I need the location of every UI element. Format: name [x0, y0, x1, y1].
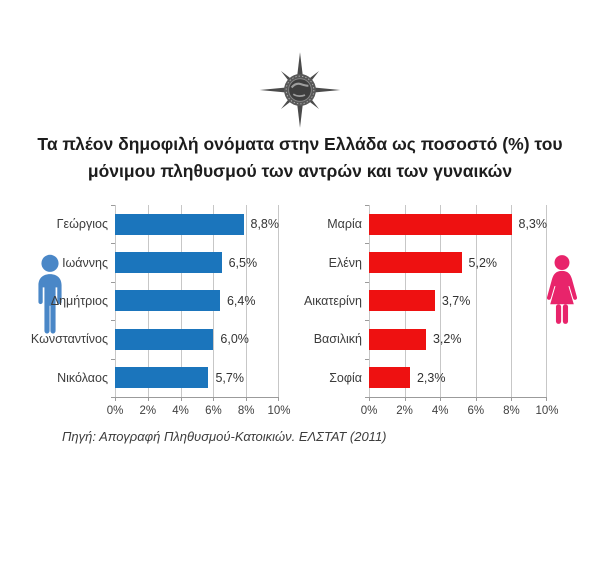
gridline — [440, 205, 442, 397]
category-label: Μαρία — [327, 217, 362, 232]
bar-value-label: 6,0% — [220, 332, 249, 347]
bar-men-4 — [115, 367, 209, 389]
y-axis-tick — [365, 281, 369, 283]
x-axis-tick — [278, 397, 279, 401]
x-axis-tick — [404, 397, 406, 401]
gridline — [546, 205, 547, 397]
category-label: Γεώργιος — [56, 217, 108, 232]
x-axis-tick-label: 0% — [106, 405, 124, 417]
bar-row: 2,3% — [369, 359, 547, 397]
chart-title-line1: Τα πλέον δημοφιλή ονόματα στην Ελλάδα ως… — [37, 134, 563, 154]
bar-row: 8,3% — [369, 205, 547, 243]
x-axis-tick-label: 2% — [396, 405, 413, 417]
x-axis-tick — [511, 397, 513, 401]
bar-men-1 — [115, 252, 222, 274]
x-axis-tick-label: 10% — [535, 405, 559, 417]
bar-row: 5,2% — [369, 243, 547, 281]
bar-women-2 — [369, 290, 435, 312]
chart-men-category-labels: Γεώργιος Ιωάννης Δημήτριος Κωνσταντίνος Νικό… — [28, 205, 115, 398]
bar-value-label: 3,7% — [441, 293, 471, 308]
x-axis-tick-label: 6% — [205, 405, 222, 417]
bar-value-label: 8,8% — [250, 217, 280, 232]
x-axis-tick — [115, 397, 116, 401]
x-axis-tick-label: 8% — [503, 405, 520, 417]
y-axis-tick — [365, 358, 369, 360]
bar-row: 6,0% — [115, 320, 279, 358]
bar-value-label: 5,7% — [215, 370, 244, 385]
x-axis-tick — [180, 397, 182, 401]
y-axis-tick — [365, 320, 369, 322]
chart-women: Μαρία Ελένη Αικατερίνη Βασιλική Σοφία 0% 2% 4%… — [294, 205, 559, 417]
x-axis-tick — [440, 397, 442, 401]
chart-women-category-labels: Μαρία Ελένη Αικατερίνη Βασιλική Σοφία — [294, 205, 369, 398]
chart-title-line2: μόνιμου πληθυσμού των αντρών και των γυν… — [87, 161, 513, 181]
x-axis-tick — [475, 397, 477, 401]
source-note: Πηγή: Απογραφή Πληθυσμού-Κατοικιών. ΕΛΣΤ… — [62, 429, 387, 444]
x-axis-tick-label: 8% — [237, 405, 255, 417]
category-label: Βασιλική — [313, 332, 362, 347]
chart-title: Τα πλέον δημοφιλή ονόματα στην Ελλάδα ως… — [0, 131, 600, 185]
statistics-compass-logo-icon — [258, 52, 342, 133]
x-axis-tick — [246, 397, 248, 401]
category-label: Ελένη — [328, 255, 362, 270]
category-label: Ιωάννης — [62, 255, 108, 270]
chart-women-plot-area: 0% 2% 4% 6% 8% 10% 8,3% 5,2% 3,7% 3,2% 2,3% — [361, 205, 559, 417]
bar-row: 8,8% — [115, 205, 279, 243]
bar-row: 5,7% — [115, 359, 279, 397]
x-axis-tick — [546, 397, 547, 401]
bar-men-3 — [115, 328, 214, 350]
y-axis-tick — [111, 320, 115, 322]
category-label: Αικατερίνη — [303, 293, 362, 308]
x-axis-tick-label: 4% — [172, 405, 189, 417]
x-axis-tick-label: 0% — [360, 405, 378, 417]
x-axis-tick — [147, 397, 149, 401]
gridline — [475, 205, 477, 397]
bar-women-3 — [369, 328, 426, 350]
bar-men-0 — [115, 213, 244, 235]
category-label: Κωνσταντίνος — [30, 332, 108, 347]
y-axis-tick — [365, 397, 369, 398]
y-axis-tick — [365, 205, 369, 206]
bar-value-label: 3,2% — [432, 332, 462, 347]
bar-men-2 — [115, 290, 220, 312]
female-icon — [540, 250, 584, 343]
x-axis-tick-label: 2% — [139, 405, 157, 417]
bar-value-label: 2,3% — [416, 370, 446, 385]
category-label: Σοφία — [329, 370, 362, 385]
bar-value-label: 6,5% — [228, 255, 258, 270]
y-axis-tick — [111, 358, 115, 360]
gridline — [246, 205, 248, 397]
x-axis-tick — [369, 397, 370, 401]
x-axis-tick-label: 10% — [267, 405, 291, 417]
y-axis-tick — [111, 281, 115, 283]
bar-value-label: 8,3% — [518, 217, 548, 232]
x-axis-tick-label: 4% — [431, 405, 449, 417]
bar-value-label: 6,4% — [226, 293, 256, 308]
y-axis-tick — [365, 243, 369, 245]
bar-row: 6,5% — [115, 243, 279, 281]
y-axis-tick — [111, 243, 115, 245]
gridline — [511, 205, 513, 397]
chart-men: Γεώργιος Ιωάννης Δημήτριος Κωνσταντίνος Νικό… — [28, 205, 291, 417]
x-axis-tick-label: 6% — [467, 405, 485, 417]
category-label: Νικόλαος — [57, 370, 108, 385]
bar-row: 3,2% — [369, 320, 547, 358]
chart-men-plot-area: 0% 2% 4% 6% 8% 10% 8,8% 6,5% 6,4% 6,0% 5,7% — [107, 205, 291, 417]
category-label: Δημήτριος — [50, 293, 108, 308]
x-axis-tick — [213, 397, 215, 401]
bar-row: 3,7% — [369, 282, 547, 320]
gridline — [278, 205, 279, 397]
bar-women-1 — [369, 252, 462, 274]
bar-women-4 — [369, 367, 410, 389]
bar-value-label: 5,2% — [468, 255, 498, 270]
bar-row: 6,4% — [115, 282, 279, 320]
y-axis-tick — [111, 397, 115, 398]
bar-women-0 — [369, 213, 512, 235]
male-icon — [26, 247, 74, 349]
y-axis-tick — [111, 205, 115, 206]
